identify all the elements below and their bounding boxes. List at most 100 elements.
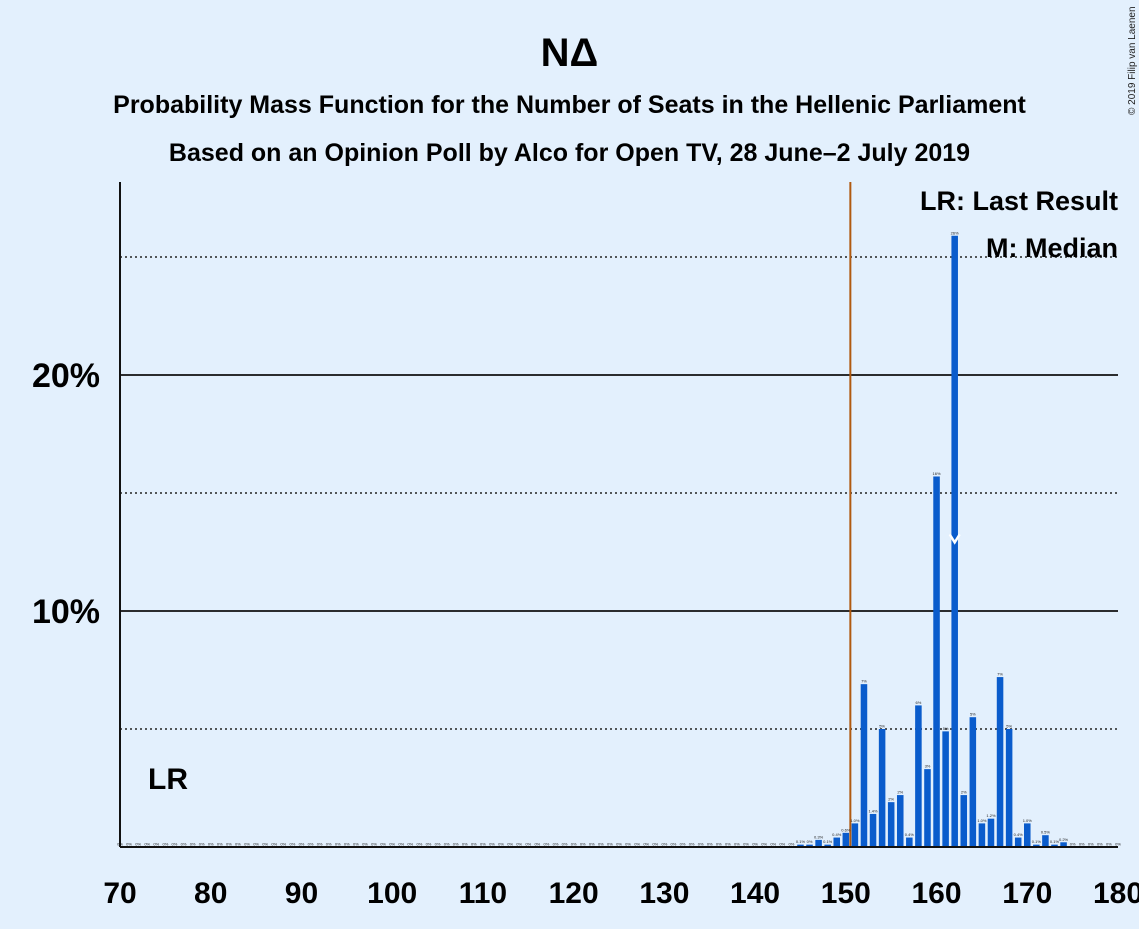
bar-value-label: 0.4% [1014, 832, 1024, 837]
zero-bar-label: 0% [217, 842, 223, 847]
zero-bar-label: 0% [271, 842, 277, 847]
zero-bar-label: 0% [208, 842, 214, 847]
zero-bar-label: 0% [489, 842, 495, 847]
zero-bar-label: 0% [289, 842, 295, 847]
x-tick-label: 80 [194, 877, 227, 910]
zero-bar-label: 0% [516, 842, 522, 847]
x-tick-label: 130 [639, 877, 689, 910]
zero-bar-label: 0% [589, 842, 595, 847]
zero-bar-label: 0% [126, 842, 132, 847]
zero-bar-label: 0% [453, 842, 459, 847]
zero-bar-label: 0% [153, 842, 159, 847]
bar-value-label: 5% [943, 726, 949, 731]
bar-value-label: 1.0% [1023, 818, 1033, 823]
bar-value-label: 5% [970, 712, 976, 717]
bar-value-label: 5% [879, 724, 885, 729]
bar [924, 769, 931, 847]
zero-bar-label: 0% [607, 842, 613, 847]
x-tick-label: 90 [285, 877, 318, 910]
bar-value-label: 1.2% [986, 813, 996, 818]
zero-bar-label: 0% [426, 842, 432, 847]
x-tick-label: 150 [821, 877, 871, 910]
zero-bar-label: 0% [172, 842, 178, 847]
zero-bar-label: 0% [562, 842, 568, 847]
bar [797, 844, 804, 847]
bar-value-label: 1.4% [868, 808, 878, 813]
zero-bar-label: 0% [407, 842, 413, 847]
zero-bar-label: 0% [643, 842, 649, 847]
bar-labels: 0.1% 0%0.3%0.1%0.4%0.6%1.0%7%1.4%5%2%2%0.… [796, 230, 1076, 846]
bar-value-label: 5% [1006, 724, 1012, 729]
chart-subtitle-2: Based on an Opinion Poll by Alco for Ope… [169, 139, 970, 167]
bar [915, 705, 922, 847]
zero-bar-label: 0% [1088, 842, 1094, 847]
zero-bar-label: 0% [625, 842, 631, 847]
zero-bar-label: 0% [299, 842, 305, 847]
zero-bar-label: 0% [1115, 842, 1121, 847]
zero-bar-label: 0% [462, 842, 468, 847]
bar-value-label: 0.3% [814, 834, 824, 839]
chart-title: ΝΔ [541, 31, 599, 75]
bar [815, 839, 822, 847]
bar-value-label: 0.4% [905, 832, 915, 837]
zero-bar-label: 0% [716, 842, 722, 847]
zero-bar-label: 0% [317, 842, 323, 847]
bar-value-label: 7% [861, 679, 867, 684]
bar [896, 795, 904, 847]
bar [1014, 837, 1022, 847]
bar [860, 684, 868, 847]
axes [119, 182, 1118, 848]
bar [878, 729, 886, 847]
x-tick-label: 160 [912, 877, 962, 910]
zero-bar-label: 0% [308, 842, 314, 847]
zero-bar-label: 0% [671, 842, 677, 847]
legend-median: M: Median [986, 233, 1118, 263]
zero-bar-label: 0% [689, 842, 695, 847]
bar [978, 823, 986, 847]
bar [1005, 729, 1013, 847]
zero-bar-label: 0% [235, 842, 241, 847]
bar [969, 717, 977, 847]
bar [960, 795, 968, 847]
zero-bar-label: 0% [444, 842, 450, 847]
y-axis-ticks: 10% 20% [32, 357, 100, 631]
bar [996, 677, 1004, 847]
x-axis-ticks: 70 80 90 100 110 120 130 140 150 160 170 180 [103, 877, 1139, 910]
bar [869, 813, 877, 847]
bar [933, 476, 940, 847]
zero-bar-label: 0% [335, 842, 341, 847]
zero-bar-label: 0% [544, 842, 550, 847]
zero-bar-label: 0% [752, 842, 758, 847]
zero-bar-label: 0% [262, 842, 268, 847]
x-tick-label: 120 [549, 877, 599, 910]
zero-bar-label: 0% [181, 842, 187, 847]
zero-bar-label: 0% [698, 842, 704, 847]
legend-last-result: LR: Last Result [920, 186, 1118, 216]
bar [987, 818, 995, 847]
bar-value-label: 1.0% [977, 818, 987, 823]
bar-value-label: 0.1% [823, 839, 833, 844]
x-tick-label: 100 [367, 877, 417, 910]
zero-bar-label: 0% [498, 842, 504, 847]
bar-value-label: 6% [916, 700, 922, 705]
zero-bar-label: 0% [480, 842, 486, 847]
zero-bar-label: 0% [353, 842, 359, 847]
chart-subtitle: Probability Mass Function for the Number… [113, 91, 1026, 119]
zero-bar-label: 0% [199, 842, 205, 847]
zero-bar-label: 0% [389, 842, 395, 847]
zero-bar-label: 0% [1106, 842, 1112, 847]
zero-bar-label: 0% [244, 842, 250, 847]
zero-bar-label: 0% [525, 842, 531, 847]
zero-labels: 0% 0% 0% 0% 0% 0% 0% 0% 0% 0% 0% 0% 0% 0% 0% 0% 0% 0% 0% 0%… [117, 842, 1121, 847]
bar [833, 837, 841, 847]
zero-bar-label: 0% [253, 842, 259, 847]
zero-bar-label: 0% [398, 842, 404, 847]
zero-bar-label: 0% [371, 842, 377, 847]
zero-bar-label: 0% [226, 842, 232, 847]
bar [1060, 842, 1067, 847]
x-tick-label: 140 [730, 877, 780, 910]
bar [842, 832, 850, 847]
zero-bar-label: 0% [661, 842, 667, 847]
copyright-text: © 2019 Filip van Laenen [1127, 6, 1138, 115]
bar [1051, 844, 1058, 847]
